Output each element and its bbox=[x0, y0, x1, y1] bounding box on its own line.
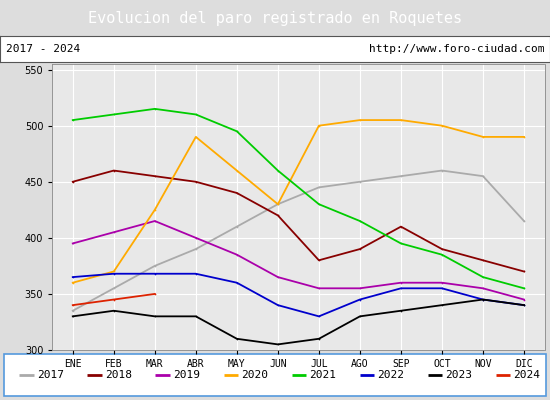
Text: 2017: 2017 bbox=[37, 370, 64, 380]
Text: 2019: 2019 bbox=[173, 370, 200, 380]
Text: 2023: 2023 bbox=[445, 370, 472, 380]
Text: Evolucion del paro registrado en Roquetes: Evolucion del paro registrado en Roquete… bbox=[88, 10, 462, 26]
Text: 2021: 2021 bbox=[309, 370, 336, 380]
FancyBboxPatch shape bbox=[4, 354, 546, 396]
Text: 2024: 2024 bbox=[513, 370, 540, 380]
Text: 2022: 2022 bbox=[377, 370, 404, 380]
Text: http://www.foro-ciudad.com: http://www.foro-ciudad.com bbox=[369, 44, 544, 54]
Text: 2018: 2018 bbox=[105, 370, 132, 380]
Text: 2020: 2020 bbox=[241, 370, 268, 380]
Text: 2017 - 2024: 2017 - 2024 bbox=[6, 44, 80, 54]
